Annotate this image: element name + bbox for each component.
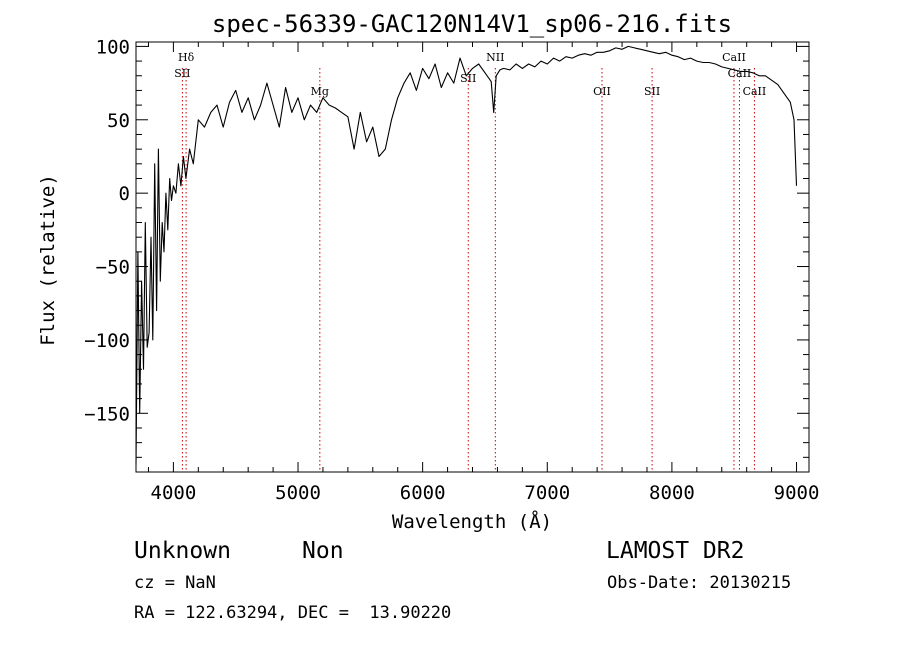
spectrum-line (135, 45, 798, 465)
line-marker-label: CaII (722, 51, 746, 64)
y-tick-label: −150 (84, 403, 130, 425)
x-tick-label: 8000 (649, 482, 695, 504)
y-tick-label: 50 (107, 110, 130, 132)
plot-border (135, 41, 810, 473)
survey-name: LAMOST DR2 (606, 538, 745, 564)
x-tick-label: 4000 (151, 482, 197, 504)
line-marker-label: SII (174, 67, 190, 80)
line-marker-label: Hδ (178, 51, 195, 64)
tick-marks (136, 42, 809, 473)
chart-title: spec-56339-GAC120N14V1_sp06-216.fits (212, 10, 732, 38)
redshift-value: cz = NaN (134, 573, 216, 593)
line-marker-label: CaII (743, 85, 767, 98)
spectrum-series (135, 45, 798, 465)
line-marker-label: Mg (311, 85, 329, 98)
y-tick-label: 100 (96, 36, 130, 58)
object-subclass: Non (302, 538, 344, 564)
plot-frame (135, 41, 810, 473)
x-axis-title: Wavelength (Å) (392, 510, 552, 533)
object-class: Unknown (134, 538, 231, 564)
line-marker-label: OII (593, 85, 611, 98)
y-tick-label: −50 (96, 257, 130, 279)
x-tick-label: 5000 (275, 482, 321, 504)
coordinates: RA = 122.63294, DEC = 13.90220 (134, 603, 452, 623)
observation-date: Obs-Date: 20130215 (607, 573, 792, 593)
x-tick-label: 7000 (524, 482, 570, 504)
x-tick-label: 6000 (400, 482, 446, 504)
y-tick-label: 0 (119, 183, 130, 205)
y-tick-label: −100 (84, 330, 130, 352)
line-marker-label: NII (486, 51, 504, 64)
tick-labels: 4000 5000 6000 7000 8000 9000 100 50 0 −50 −100 −15… (84, 36, 819, 504)
y-axis-title: Flux (relative) (37, 174, 59, 346)
line-marker-label: SII (460, 72, 476, 85)
line-marker-label: SII (644, 85, 660, 98)
x-tick-label: 9000 (774, 482, 820, 504)
